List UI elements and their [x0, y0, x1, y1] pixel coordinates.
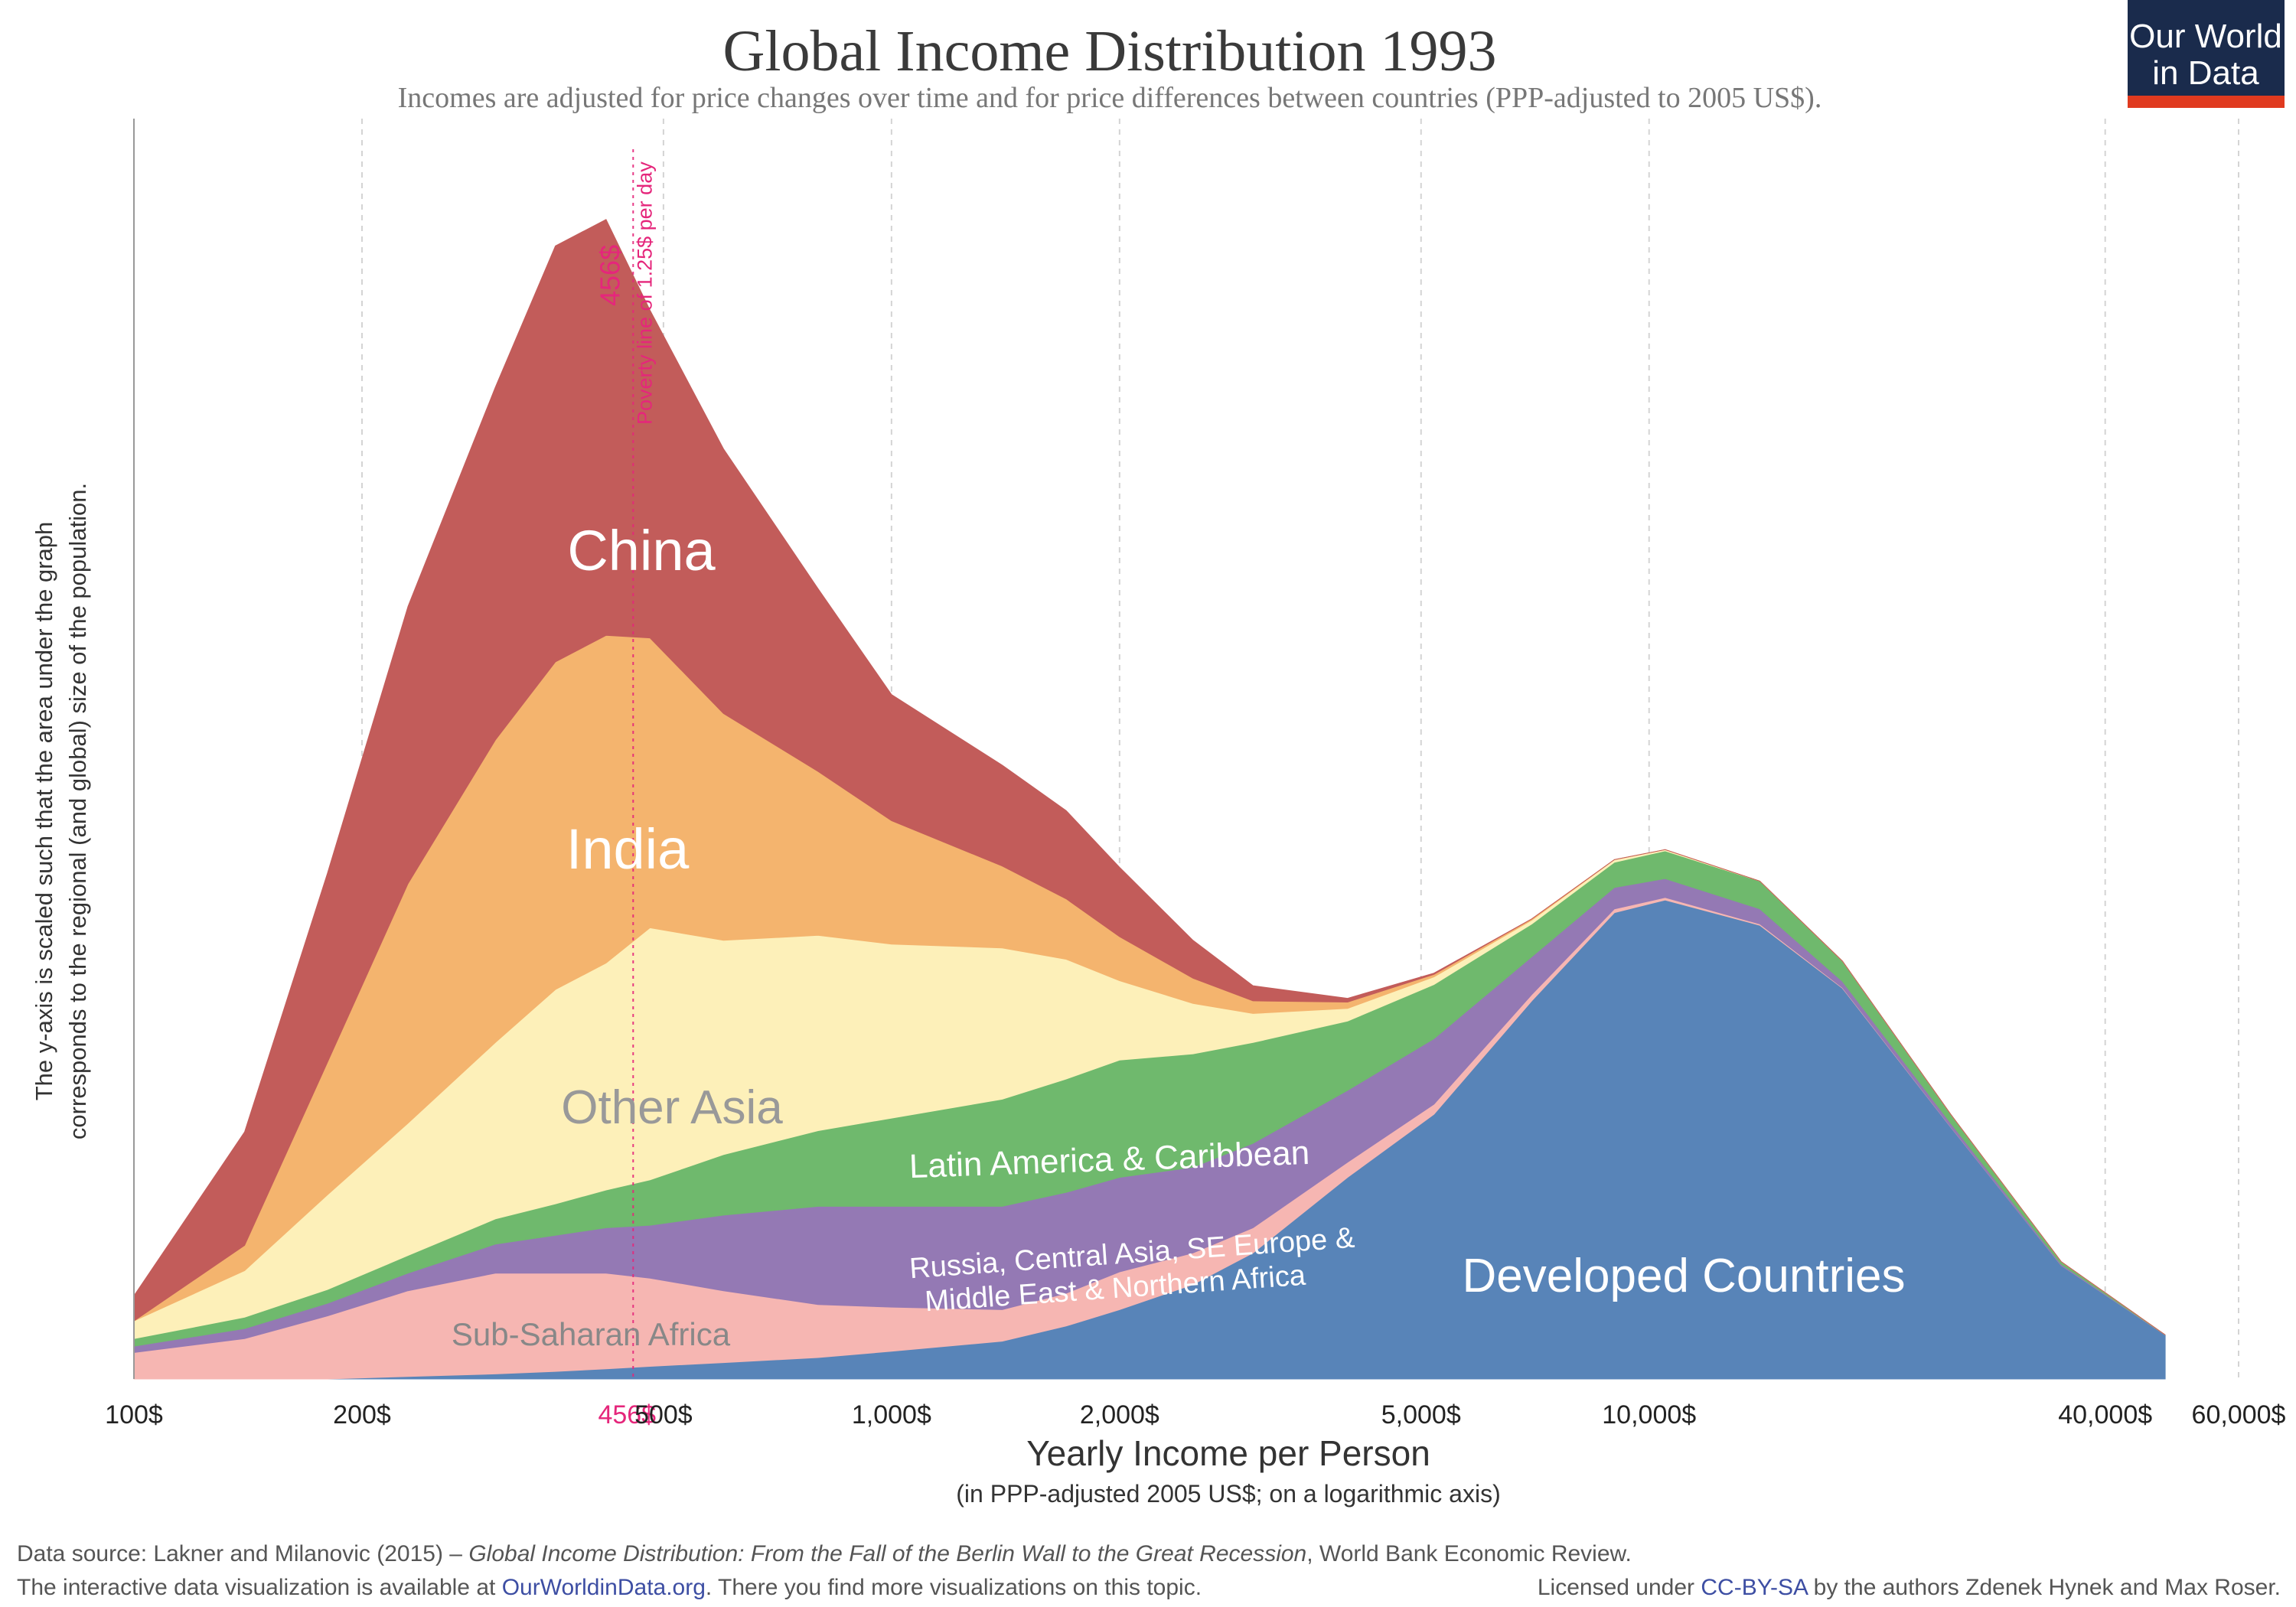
series-area-china	[133, 219, 2166, 1335]
footer-license-suffix: by the authors Zdenek Hynek and Max Rose…	[1807, 1575, 2281, 1600]
owid-logo[interactable]: Our World in Data	[2128, 0, 2285, 108]
footer-license-prefix: Licensed under	[1538, 1575, 1701, 1600]
footer-source: Data source: Lakner and Milanovic (2015)…	[17, 1541, 1632, 1566]
footer-owid-link[interactable]: OurWorldinData.org	[502, 1575, 706, 1600]
x-tick-label: 10,000$	[1602, 1400, 1696, 1429]
x-tick-label: 100$	[105, 1400, 163, 1429]
poverty-line-annotation: 456$ Poverty line of 1.25$ per day 456$	[594, 149, 656, 1429]
region-label-developed: Developed Countries	[1462, 1250, 1905, 1302]
region-label-sub-saharan-africa: Sub-Saharan Africa	[452, 1316, 731, 1352]
x-tick-label: 40,000$	[2058, 1400, 2152, 1429]
logo-text-line2: in Data	[2152, 54, 2259, 92]
logo-text-line1: Our World	[2129, 18, 2282, 55]
chart-title: Global Income Distribution 1993	[722, 19, 1496, 83]
region-label-india: India	[566, 817, 690, 881]
y-axis-label-line1: The y-axis is scaled such that the area …	[31, 522, 57, 1101]
logo-underline	[2128, 96, 2285, 108]
footer-source-prefix: Data source: Lakner and Milanovic (2015)…	[17, 1541, 468, 1566]
x-axis-ticks: 100$ 200$ 500$ 1,000$ 2,000$ 5,000$ 10,000$ 40,…	[105, 1400, 2285, 1429]
poverty-axis-label: 456$	[598, 1400, 656, 1429]
x-tick-label: 200$	[333, 1400, 391, 1429]
poverty-value-label: 456$	[594, 245, 625, 306]
region-label-china: China	[567, 519, 716, 582]
x-tick-label: 2,000$	[1080, 1400, 1159, 1429]
stacked-areas	[133, 219, 2166, 1380]
footer-license-link[interactable]: CC-BY-SA	[1701, 1575, 1808, 1600]
region-label-other-asia: Other Asia	[561, 1081, 783, 1134]
footer-note-prefix: The interactive data visualization is av…	[17, 1575, 502, 1600]
footer-source-suffix: , World Bank Economic Review.	[1306, 1541, 1632, 1566]
footer-source-title: Global Income Distribution: From the Fal…	[468, 1541, 1306, 1566]
chart-subtitle: Incomes are adjusted for price changes o…	[398, 82, 1822, 114]
x-tick-label: 500$	[634, 1400, 693, 1429]
x-tick-label: 5,000$	[1381, 1400, 1461, 1429]
poverty-line-label: Poverty line of 1.25$ per day	[633, 161, 656, 425]
x-axis-label: Yearly Income per Person	[1026, 1433, 1430, 1473]
footer-license: Licensed under CC-BY-SA by the authors Z…	[1538, 1575, 2281, 1600]
logo-background	[2128, 0, 2285, 103]
x-tick-label: 1,000$	[852, 1400, 931, 1429]
x-axis-sublabel: (in PPP-adjusted 2005 US$; on a logarith…	[956, 1480, 1500, 1508]
x-tick-label: 60,000$	[2192, 1400, 2286, 1429]
y-axis-label-line2: corresponds to the regional (and global)…	[64, 483, 91, 1139]
footer-note-suffix: . There you find more visualizations on …	[706, 1575, 1202, 1600]
footer-interactive-note: The interactive data visualization is av…	[17, 1575, 1202, 1600]
